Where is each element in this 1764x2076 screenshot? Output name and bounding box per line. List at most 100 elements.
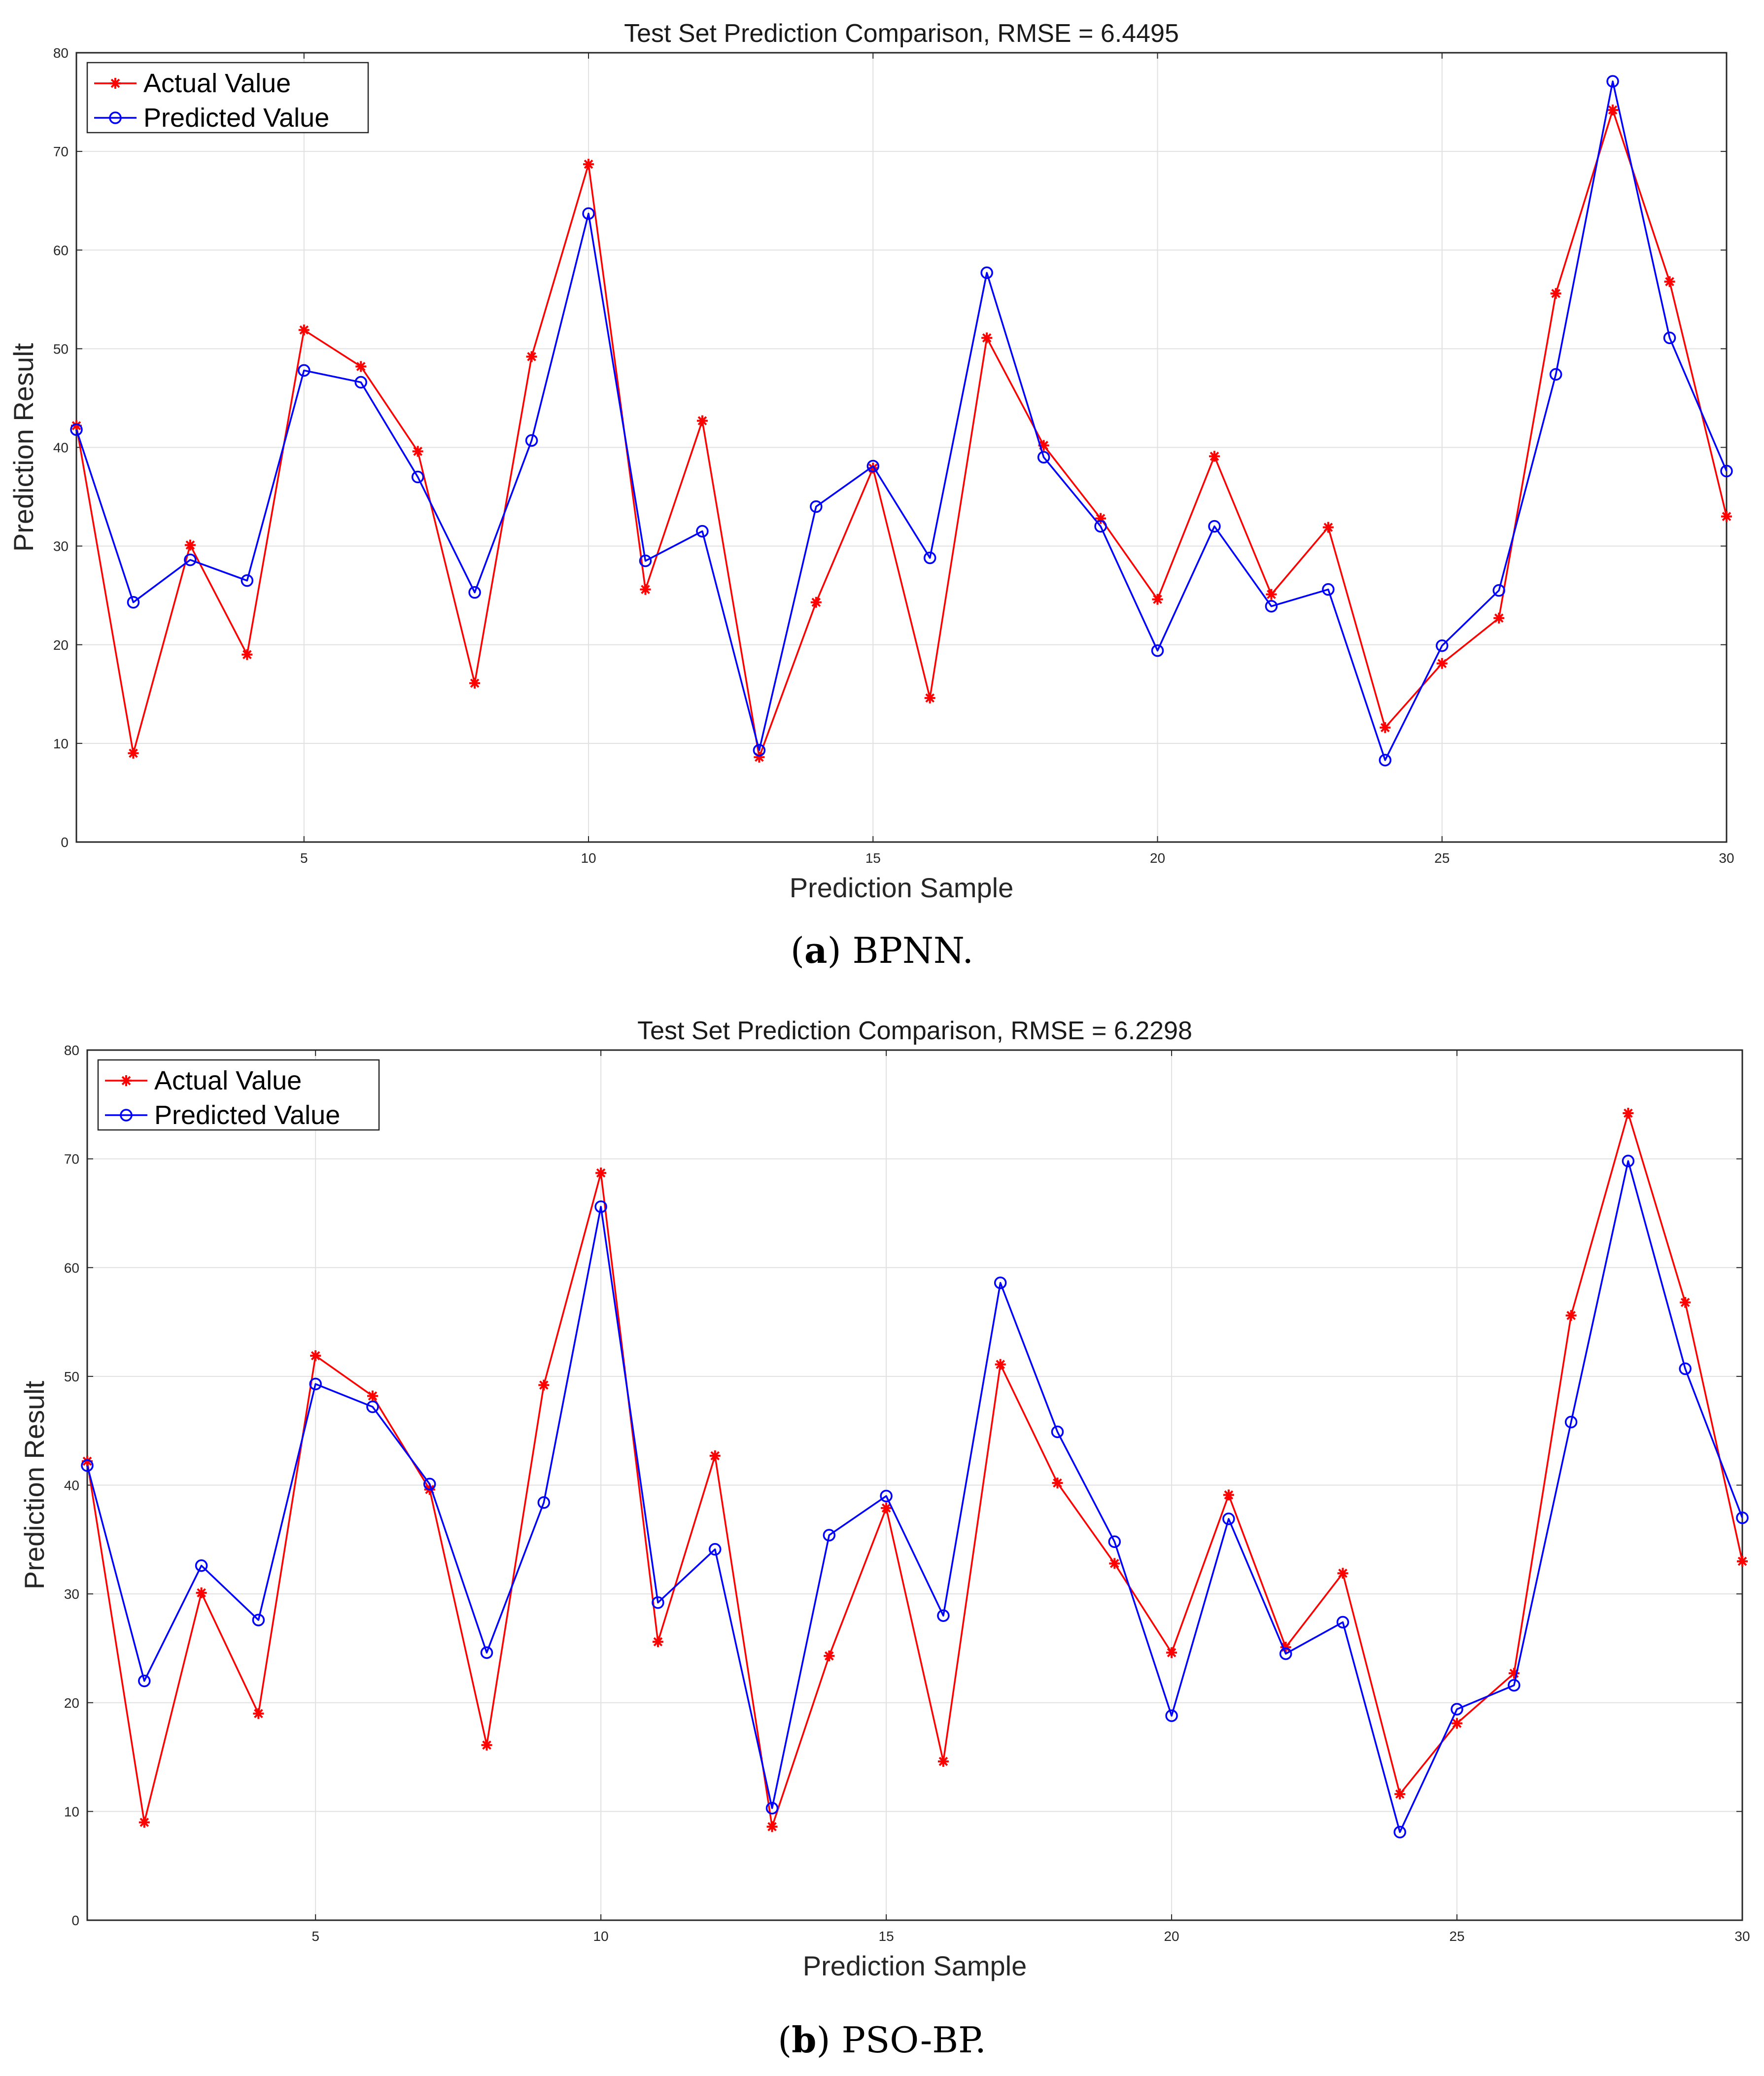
chart-a-series-line-predicted: [75, 80, 1728, 761]
chart-a-xtick-label: 5: [300, 850, 308, 866]
chart-a-point-predicted-13: [753, 744, 766, 757]
chart-b-xtick-label: 30: [1734, 1929, 1750, 1944]
chart-a-point-actual-4: [242, 649, 253, 660]
chart-a-point-predicted-28: [1606, 75, 1619, 88]
chart-a-point-predicted-16: [923, 551, 936, 564]
chart-a-point-actual-30: [1721, 511, 1732, 522]
chart-b-point-actual-5: [310, 1350, 321, 1361]
chart-a-point-predicted-8: [468, 586, 481, 599]
chart-b-point-predicted-12: [708, 1543, 722, 1556]
chart-b-ytick-label: 0: [71, 1913, 79, 1928]
chart-b-xtick-label: 20: [1164, 1929, 1179, 1944]
chart-b-point-predicted-5: [309, 1377, 322, 1391]
chart-b-point-actual-29: [1680, 1297, 1691, 1308]
chart-b-point-actual-8: [481, 1739, 492, 1751]
chart-a-point-predicted-9: [525, 434, 538, 447]
chart-b-point-predicted-20: [1165, 1709, 1178, 1722]
chart-a-point-predicted-19: [1094, 520, 1107, 533]
chart-a-point-actual-20: [1152, 594, 1163, 605]
chart-b-x-axis-label: Prediction Sample: [803, 1950, 1027, 1981]
chart-b-series-actual: [82, 1107, 1748, 1832]
chart-a-point-actual-29: [1664, 276, 1675, 287]
chart-b-point-predicted-22: [1279, 1647, 1292, 1660]
chart-a: 0 10 20 30 40 50 60 70 80 5 10 15 20 25 30 Test Set Pre…: [8, 19, 1734, 903]
chart-a-point-actual-27: [1550, 288, 1561, 299]
chart-a-point-actual-23: [1322, 522, 1334, 533]
chart-a-point-actual-22: [1266, 589, 1277, 600]
chart-a-point-actual-3: [184, 539, 196, 551]
chart-b-point-actual-4: [253, 1708, 264, 1719]
chart-b-ytick-label: 50: [64, 1369, 79, 1384]
chart-a-point-actual-25: [1436, 658, 1448, 669]
chart-a-point-predicted-20: [1151, 644, 1164, 657]
chart-b-point-actual-3: [196, 1587, 207, 1598]
chart-a-series-predicted: [70, 75, 1733, 767]
chart-a-ytick-label: 70: [53, 144, 69, 159]
chart-a-point-actual-7: [412, 446, 423, 457]
chart-a-ytick-label: 0: [61, 835, 69, 850]
chart-b-point-actual-10: [595, 1167, 607, 1179]
chart-a-ytick-label: 10: [53, 736, 69, 751]
chart-a-point-predicted-26: [1492, 584, 1505, 597]
chart-a-point-predicted-2: [127, 596, 140, 609]
chart-a-point-predicted-11: [639, 554, 652, 567]
chart-b-legend-marker-actual: [121, 1075, 132, 1086]
chart-a-ytick-label: 50: [53, 341, 69, 356]
chart-a-point-actual-24: [1380, 722, 1391, 733]
chart-a-point-actual-16: [924, 692, 935, 704]
chart-b-ytick-label: 80: [64, 1043, 79, 1058]
chart-a-title: Test Set Prediction Comparison, RMSE = 6…: [624, 19, 1179, 48]
chart-a-point-actual-26: [1493, 612, 1505, 624]
chart-b-legend: Actual Value Predicted Value: [97, 1059, 380, 1131]
chart-a-point-predicted-3: [184, 553, 197, 566]
chart-b-point-predicted-24: [1393, 1826, 1406, 1839]
chart-a-point-predicted-29: [1663, 331, 1676, 345]
chart-b-point-actual-24: [1394, 1789, 1406, 1800]
chart-a-point-predicted-21: [1208, 520, 1221, 533]
chart-a-point-predicted-5: [298, 364, 311, 377]
chart-a-point-predicted-22: [1265, 599, 1278, 613]
chart-b-point-actual-9: [538, 1379, 550, 1391]
chart-b-xtick-label: 15: [879, 1929, 894, 1944]
chart-a-point-predicted-7: [411, 470, 424, 484]
chart-a-point-predicted-6: [354, 376, 367, 389]
chart-b-legend-marker-predicted: [120, 1109, 133, 1122]
caption-b-letter: b: [792, 2019, 817, 2061]
chart-a-ticks: 0 10 20 30 40 50 60 70 80 5 10 15 20 25 30: [53, 45, 1734, 866]
caption-a-letter: a: [804, 929, 828, 971]
chart-a-x-axis-label: Prediction Sample: [790, 872, 1013, 903]
chart-a-point-predicted-12: [696, 525, 709, 538]
chart-a-point-predicted-17: [980, 266, 993, 280]
chart-b-point-predicted-10: [594, 1200, 607, 1213]
chart-b-point-predicted-21: [1222, 1513, 1235, 1525]
chart-b-point-actual-21: [1223, 1489, 1234, 1501]
chart-b-point-predicted-14: [823, 1529, 836, 1542]
chart-b-point-predicted-23: [1336, 1616, 1349, 1629]
chart-b-title: Test Set Prediction Comparison, RMSE = 6…: [637, 1017, 1192, 1045]
chart-b-point-predicted-15: [880, 1489, 893, 1503]
chart-a-series-line-actual: [75, 109, 1728, 758]
chart-a-point-predicted-15: [866, 459, 880, 473]
chart-b-point-predicted-18: [1051, 1425, 1064, 1439]
caption-a: (a) BPNN.: [790, 929, 974, 971]
chart-a-grid: [76, 53, 1727, 842]
chart-a-point-actual-12: [696, 415, 708, 426]
chart-a-point-predicted-14: [810, 500, 823, 513]
chart-b-point-actual-18: [1052, 1478, 1063, 1489]
chart-b-series-line-actual: [86, 1112, 1743, 1828]
chart-a-legend-label-predicted: Predicted Value: [143, 103, 329, 133]
chart-a-xtick-label: 20: [1150, 850, 1165, 866]
chart-a-point-actual-14: [810, 597, 822, 608]
chart-a-point-predicted-18: [1037, 451, 1050, 464]
chart-a-point-actual-6: [355, 361, 367, 372]
chart-b-point-predicted-4: [252, 1614, 265, 1626]
chart-a-point-actual-9: [526, 351, 537, 362]
chart-b-point-predicted-19: [1108, 1535, 1121, 1548]
chart-a-point-actual-10: [583, 159, 594, 170]
chart-b-point-predicted-16: [937, 1609, 950, 1622]
chart-b-point-predicted-6: [366, 1400, 379, 1413]
chart-b-ytick-label: 10: [64, 1804, 79, 1819]
chart-b-series-line-predicted: [86, 1160, 1743, 1833]
chart-a-ytick-label: 20: [53, 637, 69, 653]
chart-b-point-predicted-17: [994, 1276, 1007, 1289]
